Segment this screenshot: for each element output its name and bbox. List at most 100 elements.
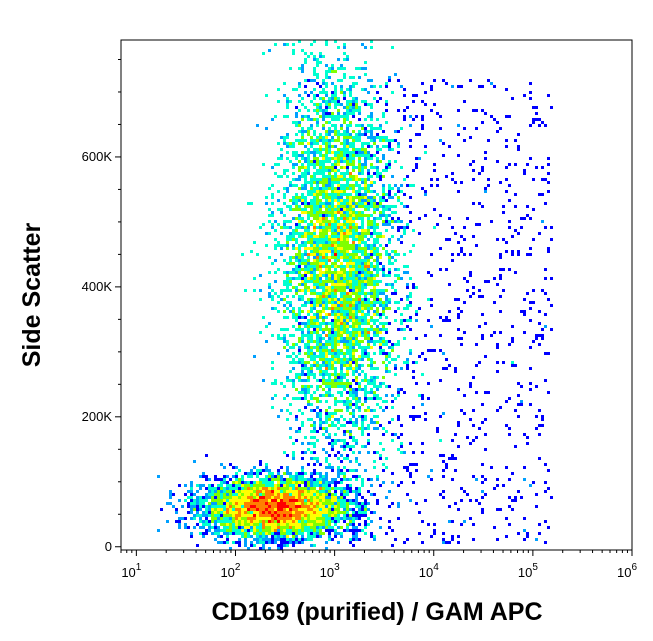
density-cell	[457, 541, 460, 544]
density-cell	[349, 436, 352, 439]
density-cell	[358, 316, 361, 319]
density-cell	[445, 367, 448, 370]
density-cell	[307, 325, 310, 328]
density-cell	[334, 151, 337, 154]
density-cell	[418, 133, 421, 136]
density-cell	[316, 244, 319, 247]
density-cell	[229, 502, 232, 505]
density-cell	[385, 193, 388, 196]
density-cell	[532, 238, 535, 241]
density-cell	[280, 544, 283, 547]
density-cell	[298, 517, 301, 520]
density-cell	[373, 139, 376, 142]
density-cell	[235, 490, 238, 493]
density-cell	[337, 256, 340, 259]
density-cell	[316, 484, 319, 487]
density-cell	[349, 88, 352, 91]
density-cell	[244, 514, 247, 517]
density-cell	[388, 385, 391, 388]
density-cell	[334, 157, 337, 160]
density-cell	[340, 190, 343, 193]
density-cell	[244, 505, 247, 508]
density-cell	[307, 190, 310, 193]
density-cell	[322, 112, 325, 115]
density-cell	[292, 484, 295, 487]
density-cell	[370, 358, 373, 361]
density-cell	[355, 337, 358, 340]
density-cell	[301, 262, 304, 265]
density-cell	[301, 217, 304, 220]
density-cell	[343, 310, 346, 313]
density-cell	[352, 235, 355, 238]
density-cell	[547, 163, 550, 166]
density-cell	[211, 520, 214, 523]
density-cell	[307, 271, 310, 274]
density-cell	[310, 118, 313, 121]
density-cell	[289, 505, 292, 508]
density-cell	[346, 325, 349, 328]
density-cell	[292, 262, 295, 265]
density-cell	[322, 226, 325, 229]
density-cell	[352, 538, 355, 541]
density-cell	[481, 337, 484, 340]
density-cell	[298, 169, 301, 172]
density-cell	[373, 310, 376, 313]
density-cell	[352, 391, 355, 394]
density-cell	[277, 100, 280, 103]
density-cell	[379, 262, 382, 265]
density-cell	[280, 538, 283, 541]
density-cell	[355, 442, 358, 445]
density-cell	[295, 376, 298, 379]
density-cell	[283, 94, 286, 97]
density-cell	[316, 478, 319, 481]
density-cell	[352, 307, 355, 310]
density-cell	[343, 325, 346, 328]
density-cell	[253, 517, 256, 520]
density-cell	[370, 361, 373, 364]
density-cell	[376, 166, 379, 169]
density-cell	[325, 316, 328, 319]
density-cell	[331, 265, 334, 268]
density-cell	[325, 256, 328, 259]
density-cell	[472, 523, 475, 526]
density-cell	[325, 286, 328, 289]
density-cell	[316, 199, 319, 202]
density-cell	[271, 490, 274, 493]
density-cell	[358, 232, 361, 235]
density-cell	[343, 283, 346, 286]
density-cell	[451, 253, 454, 256]
density-cell	[187, 505, 190, 508]
density-cell	[364, 190, 367, 193]
density-cell	[337, 358, 340, 361]
density-cell	[367, 328, 370, 331]
density-cell	[262, 487, 265, 490]
density-cell	[325, 547, 328, 550]
density-cell	[286, 496, 289, 499]
density-cell	[514, 409, 517, 412]
density-cell	[271, 511, 274, 514]
density-cell	[376, 160, 379, 163]
density-cell	[394, 211, 397, 214]
density-cell	[394, 73, 397, 76]
density-cell	[319, 235, 322, 238]
density-cell	[346, 262, 349, 265]
density-cell	[322, 514, 325, 517]
density-cell	[220, 493, 223, 496]
density-cell	[271, 295, 274, 298]
density-cell	[349, 154, 352, 157]
density-cell	[544, 268, 547, 271]
density-cell	[421, 118, 424, 121]
density-cell	[337, 496, 340, 499]
density-cell	[352, 502, 355, 505]
density-cell	[457, 508, 460, 511]
density-cell	[367, 220, 370, 223]
density-cell	[301, 487, 304, 490]
density-cell	[502, 238, 505, 241]
density-cell	[352, 331, 355, 334]
density-cell	[547, 94, 550, 97]
density-cell	[412, 100, 415, 103]
density-cell	[346, 484, 349, 487]
density-cell	[370, 301, 373, 304]
density-cell	[352, 475, 355, 478]
density-cell	[385, 169, 388, 172]
